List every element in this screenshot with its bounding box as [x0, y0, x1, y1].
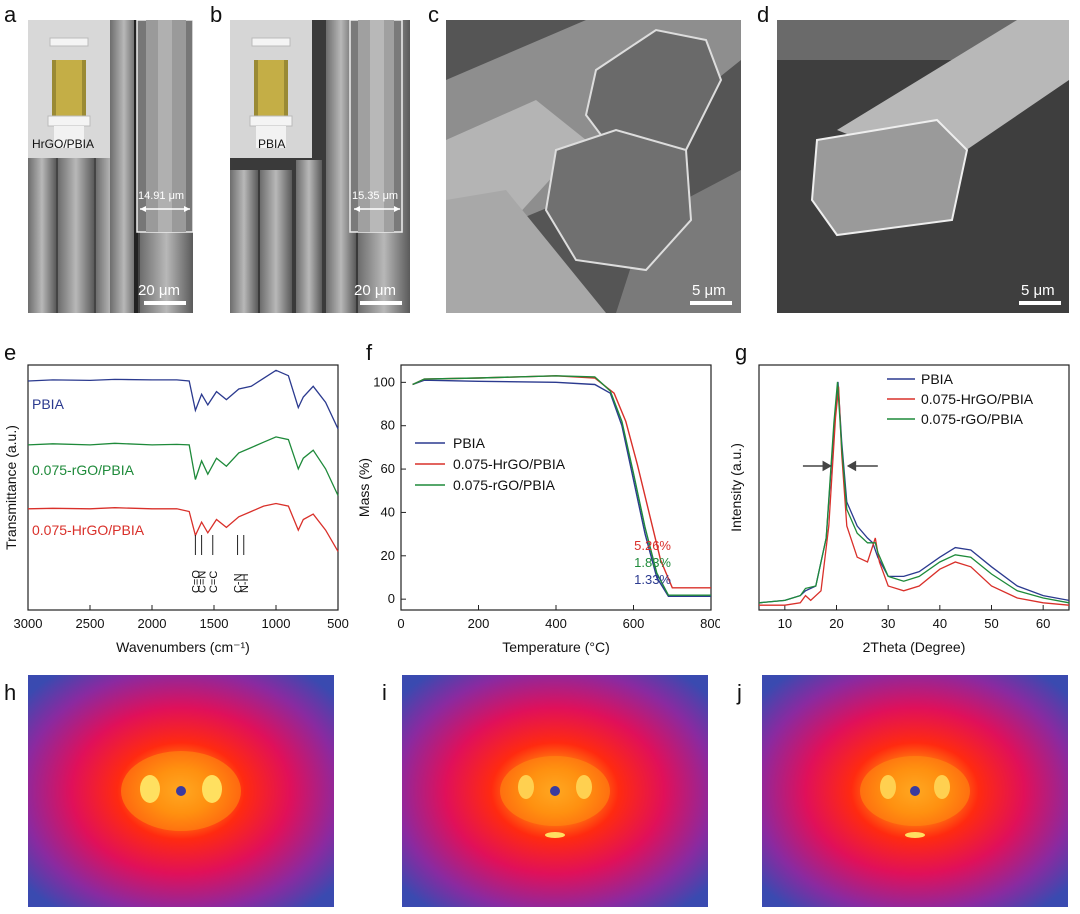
panel-letter-b: b — [210, 2, 223, 27]
panel-letter-a: a — [4, 2, 17, 27]
legend-label-2: 0.075-rGO/PBIA — [921, 411, 1024, 427]
legend-label-0: PBIA — [453, 435, 486, 451]
scale-bar-label: 20 μm — [354, 282, 396, 299]
scale-bar-label: 20 μm — [138, 282, 180, 299]
annotation-label-4: N-H — [239, 573, 251, 593]
x-tick-label: 2000 — [138, 616, 167, 631]
y-tick-label: 80 — [381, 418, 395, 433]
panel-letter-c: c — [428, 2, 439, 27]
scale-bar — [1019, 301, 1061, 305]
panel-letter-e: e — [4, 340, 17, 365]
series-line-1 — [27, 436, 339, 496]
sem-cross-section-c: 5 μm — [446, 20, 741, 313]
x-tick-label: 0 — [397, 616, 404, 631]
panel-letter-h: h — [4, 680, 17, 705]
residual-label-2: 1.33% — [634, 572, 671, 587]
panel-letter-i: i — [382, 680, 387, 705]
series-label-0: PBIA — [32, 396, 65, 412]
panel-letter-f: f — [366, 340, 373, 365]
series-label-2: 0.075-HrGO/PBIA — [32, 522, 145, 538]
annotation-label-1: C=N — [197, 571, 209, 593]
residual-label-0: 5.26% — [634, 538, 671, 553]
tga-chart: 0 200 400 600 800 0 20 40 60 80 100 PBIA 0.075-HrGO/… — [356, 364, 720, 655]
annotation-label-3: C-N — [233, 573, 245, 593]
series-label-1: 0.075-rGO/PBIA — [32, 462, 135, 478]
sem-image-pbia: PBIA 15.35 μm 20 μm — [230, 20, 410, 313]
scale-bar-label: 5 μm — [1021, 282, 1055, 299]
x-tick-label: 600 — [623, 616, 645, 631]
x-tick-label: 400 — [545, 616, 567, 631]
inset-label: PBIA — [258, 137, 286, 151]
x-tick-label: 10 — [778, 616, 792, 631]
series-line-2 — [412, 375, 711, 596]
x-axis-label: Wavenumbers (cm⁻¹) — [116, 639, 250, 655]
series-line-2 — [27, 502, 339, 552]
sem-cross-section-d: 5 μm — [777, 20, 1069, 313]
series-line-1 — [759, 386, 1070, 606]
scale-bar-label: 5 μm — [692, 282, 726, 299]
x-axis-label: Temperature (°C) — [502, 639, 610, 655]
x-tick-label: 60 — [1036, 616, 1050, 631]
panel-letter-g: g — [735, 340, 748, 365]
arrow-right — [846, 460, 878, 472]
legend-label-2: 0.075-rGO/PBIA — [453, 477, 556, 493]
waxd-pattern-h — [28, 675, 334, 907]
legend-label-1: 0.075-HrGO/PBIA — [921, 391, 1034, 407]
x-tick-label: 50 — [984, 616, 998, 631]
legend-label-0: PBIA — [921, 371, 954, 387]
y-tick-label: 100 — [373, 374, 395, 389]
x-tick-label: 2500 — [76, 616, 105, 631]
y-tick-label: 40 — [381, 504, 395, 519]
scale-bar — [144, 301, 186, 305]
x-tick-label: 40 — [933, 616, 947, 631]
xrd-chart: 10 20 30 40 50 60 PBIA 0.075-HrGO/PBIA 0.075-rGO… — [728, 364, 1070, 655]
y-axis-label: Mass (%) — [356, 458, 372, 517]
panel-letter-d: d — [757, 2, 770, 27]
residual-label-1: 1.83% — [634, 555, 671, 570]
x-tick-label: 1500 — [200, 616, 229, 631]
annotation-label-0: C=O — [190, 570, 202, 593]
sem-image-hrgo-pbia: HrGO/PBIA 14.91 μm 20 μm — [28, 20, 193, 313]
scale-bar — [690, 301, 732, 305]
plot-frame — [27, 364, 339, 611]
series-line-2 — [758, 381, 1070, 604]
y-tick-label: 60 — [381, 461, 395, 476]
y-axis-label: Transmittance (a.u.) — [3, 425, 19, 550]
x-tick-label: 500 — [327, 616, 349, 631]
arrow-left — [802, 460, 832, 472]
waxd-pattern-j — [762, 675, 1068, 907]
panel-letter-j: j — [737, 680, 742, 705]
series-line-0 — [412, 379, 711, 597]
x-tick-label: 1000 — [262, 616, 291, 631]
x-tick-label: 3000 — [14, 616, 43, 631]
series-line-0 — [27, 369, 339, 430]
x-tick-label: 30 — [881, 616, 895, 631]
x-axis-label: 2Theta (Degree) — [863, 639, 966, 655]
x-tick-label: 200 — [468, 616, 490, 631]
y-axis-label: Intensity (a.u.) — [728, 443, 744, 532]
annotation-label-2: C=C — [208, 571, 220, 593]
fiber-diameter-label: 14.91 μm — [138, 190, 185, 202]
y-tick-label: 0 — [388, 591, 395, 606]
y-tick-label: 20 — [381, 548, 395, 563]
x-tick-label: 20 — [829, 616, 843, 631]
scale-bar — [360, 301, 402, 305]
x-tick-label: 800 — [700, 616, 720, 631]
waxd-pattern-i — [402, 675, 708, 907]
plot-frame — [758, 364, 1070, 611]
inset-label: HrGO/PBIA — [32, 137, 95, 151]
fiber-diameter-label: 15.35 μm — [352, 190, 399, 202]
legend-label-1: 0.075-HrGO/PBIA — [453, 456, 566, 472]
